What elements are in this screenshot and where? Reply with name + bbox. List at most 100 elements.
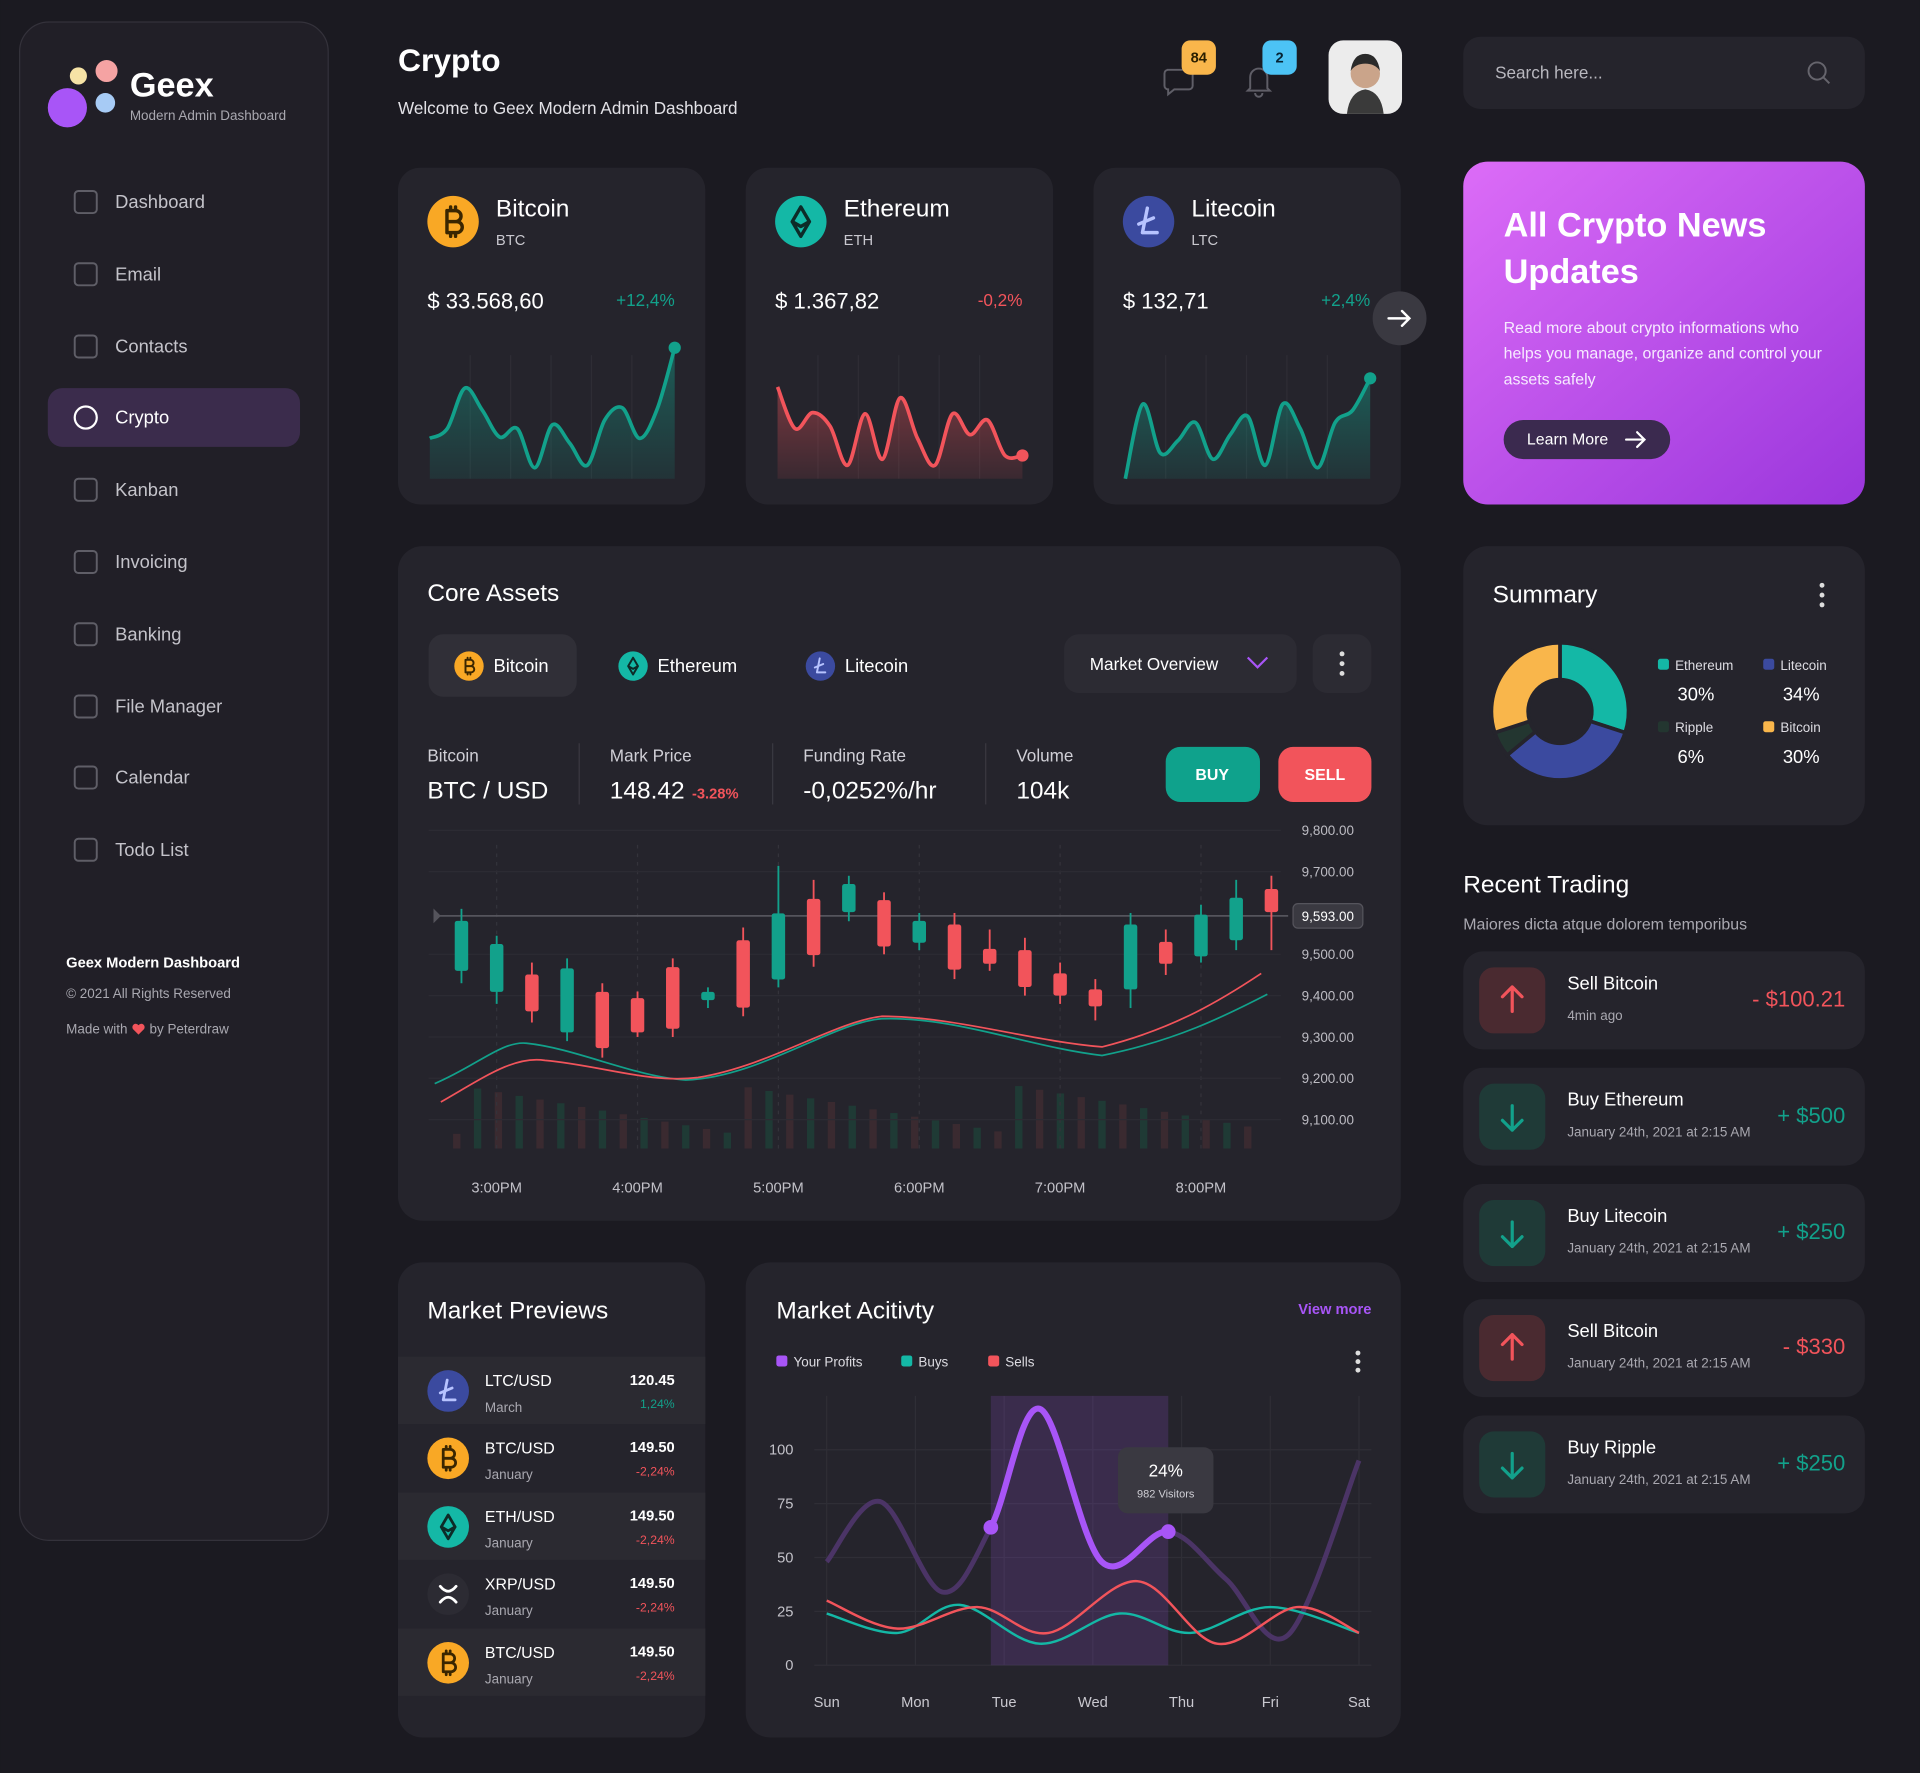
coin-icon	[1122, 195, 1175, 248]
coin-icon-bg	[427, 1506, 469, 1548]
search-icon-handle	[1822, 76, 1831, 84]
coin-ticker: LTC	[1191, 233, 1218, 249]
x-tick-label: Sun	[814, 1695, 840, 1711]
tab[interactable]: Litecoin	[845, 655, 908, 676]
donut-segment	[1504, 718, 1628, 782]
volume-bar	[473, 1088, 482, 1149]
nav-item[interactable]: Todo List	[115, 839, 188, 860]
preview-pair: BTC/USD	[485, 1645, 555, 1662]
legend-label: Litecoin	[1780, 658, 1826, 673]
legend-label: Ethereum	[1675, 658, 1733, 673]
coin-icon-glyph	[1137, 206, 1159, 235]
tagline: Modern Admin Dashboard	[130, 108, 286, 123]
volume-bar	[536, 1099, 544, 1149]
candle-body	[1159, 941, 1173, 964]
footer-made-with: Made with	[66, 1021, 127, 1036]
nav-item[interactable]: Dashboard	[115, 191, 205, 212]
core-title: Core Assets	[427, 580, 559, 607]
coin-icon-bg	[775, 195, 827, 248]
trade-arrow	[1500, 1104, 1524, 1132]
trade-time: January 24th, 2021 at 2:15 AM	[1567, 1356, 1750, 1371]
volume-bar	[1202, 1119, 1210, 1149]
nav-icon	[73, 405, 98, 430]
page-subtitle: Welcome to Geex Modern Admin Dashboard	[398, 98, 738, 118]
volume-bar	[1119, 1104, 1127, 1149]
y-tick-label: 0	[785, 1658, 793, 1674]
nav-item[interactable]: Email	[115, 263, 161, 284]
legend-swatch	[1763, 721, 1775, 733]
coin-ticker: BTC	[496, 233, 526, 249]
more-dot	[1339, 670, 1345, 676]
candle-body	[1053, 973, 1067, 996]
sell-button[interactable]	[1278, 746, 1372, 803]
coin-price: $ 1.367,82	[775, 289, 879, 314]
nav-item[interactable]: Invoicing	[115, 551, 187, 572]
x-tick-label: 5:00PM	[753, 1181, 804, 1197]
volume-bar	[952, 1124, 960, 1149]
bell-icon[interactable]	[1245, 67, 1273, 98]
dropdown[interactable]	[1064, 634, 1297, 694]
nav-item[interactable]: Contacts	[115, 336, 187, 357]
y-tick-label: 9,800.00	[1302, 823, 1354, 838]
coin-icon-glyph	[813, 657, 827, 674]
coin-icon-glyph	[439, 1513, 457, 1541]
candle-body	[1088, 989, 1103, 1007]
candle-body	[877, 900, 891, 947]
coin-icon-bg	[618, 651, 648, 681]
tab[interactable]: Ethereum	[658, 655, 738, 676]
nav-item[interactable]: Calendar	[115, 767, 190, 788]
candle-body	[1194, 914, 1208, 957]
notifications-badge	[1262, 40, 1297, 75]
more-dot	[1819, 592, 1825, 598]
core-assets-card	[397, 546, 1401, 1221]
nav-item[interactable]: Kanban	[115, 479, 178, 500]
activity-link[interactable]: View more	[1298, 1302, 1371, 1318]
candle-body	[454, 920, 469, 971]
volume-bar	[1139, 1108, 1148, 1149]
more-dot	[1819, 582, 1825, 588]
legend-label: Bitcoin	[1780, 720, 1820, 735]
nav-item[interactable]: Crypto	[115, 407, 169, 428]
volume-bar	[1244, 1126, 1252, 1149]
volume-bar	[1160, 1111, 1169, 1149]
x-tick-label: Wed	[1078, 1695, 1108, 1711]
footer-made-by: by Peterdraw	[150, 1021, 230, 1036]
trade-title: Sell Bitcoin	[1567, 972, 1658, 993]
coin-change: +2,4%	[1321, 290, 1370, 310]
nav-active-bg	[47, 388, 301, 447]
coin-icon-glyph	[445, 205, 464, 239]
next-arrow	[1387, 309, 1412, 327]
buy-button[interactable]	[1165, 746, 1260, 803]
tab[interactable]: Bitcoin	[493, 655, 548, 676]
legend-swatch	[776, 1355, 788, 1367]
candle-body	[489, 943, 504, 992]
sparkline-end	[1016, 449, 1029, 462]
trade-title: Sell Bitcoin	[1567, 1320, 1658, 1341]
nav-item[interactable]: File Manager	[115, 696, 222, 717]
x-tick-label: 4:00PM	[612, 1181, 663, 1197]
x-tick-label: 8:00PM	[1176, 1181, 1227, 1197]
y-tick-label: 9,100.00	[1302, 1113, 1354, 1128]
nav-icon	[73, 190, 98, 215]
legend-label: Your Profits	[793, 1354, 862, 1369]
nav-item[interactable]: Banking	[115, 623, 181, 644]
candle-body	[560, 968, 574, 1033]
legend-value: 34%	[1783, 683, 1820, 704]
candle-body	[1123, 924, 1138, 990]
learn-more-button[interactable]	[1503, 419, 1671, 460]
coin-name: Ethereum	[844, 196, 950, 223]
news-card	[1463, 161, 1865, 505]
preview-change: 1,24%	[640, 1397, 675, 1411]
coin-ticker: ETH	[844, 233, 873, 249]
stat-value: 104k	[1016, 777, 1070, 804]
trade-item	[1463, 1184, 1865, 1282]
search-box[interactable]	[1463, 36, 1865, 109]
volume-bar	[973, 1127, 981, 1149]
volume-bar	[869, 1109, 877, 1149]
coin-price: $ 132,71	[1123, 289, 1209, 314]
volume-bar	[453, 1133, 461, 1149]
preview-period: January	[485, 1467, 533, 1482]
nav-icon	[73, 334, 98, 359]
stat-value: -0,0252%/hr	[803, 777, 936, 804]
